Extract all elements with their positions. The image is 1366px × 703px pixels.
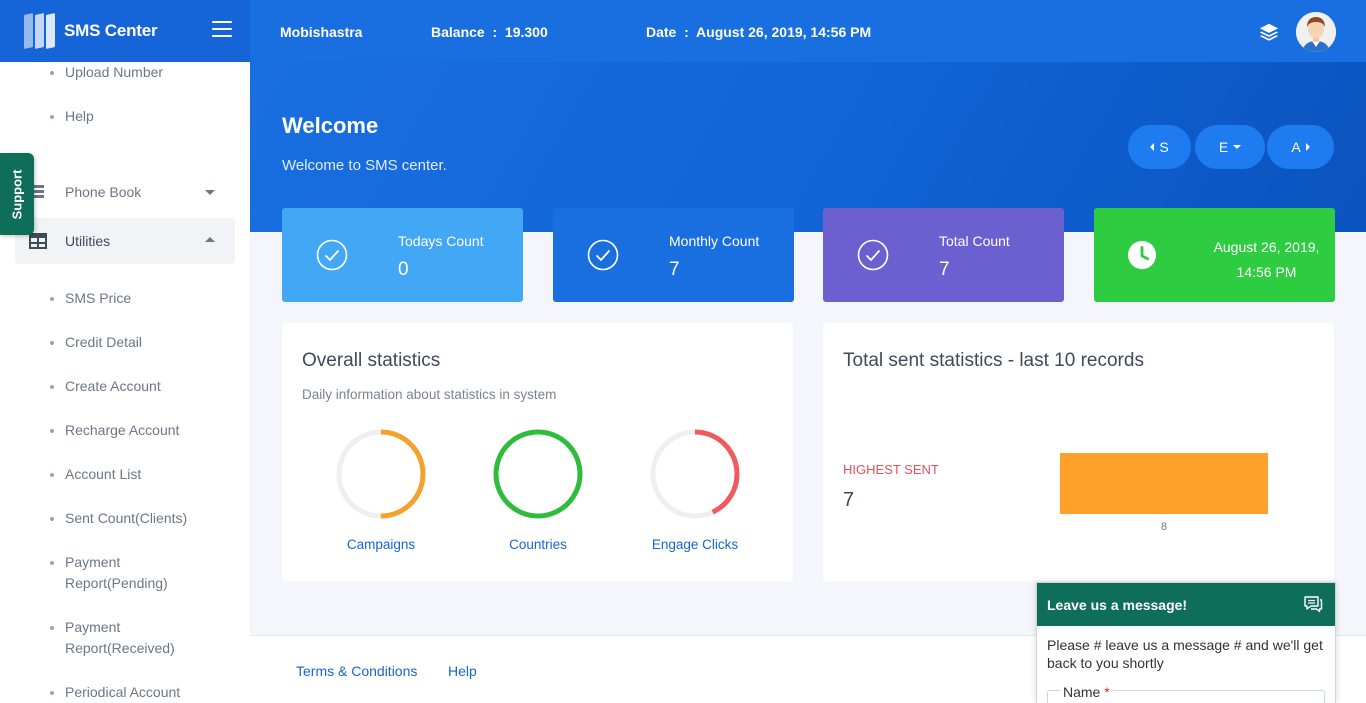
countries-donut — [493, 429, 583, 519]
hamburger-menu-icon[interactable] — [212, 21, 232, 37]
sidebar-item-phone-book[interactable]: Phone Book — [15, 169, 235, 215]
sidebar-item-utilities[interactable]: Utilities — [15, 218, 235, 264]
datetime-card: August 26, 2019, 14:56 PM — [1094, 208, 1335, 302]
support-tab-label: Support — [9, 169, 25, 219]
caret-right-icon — [1305, 143, 1310, 151]
highest-sent-value: 7 — [843, 489, 855, 511]
sidebar-item-recharge-account[interactable]: Recharge Account — [50, 420, 179, 441]
campaigns-label[interactable]: Campaigns — [346, 537, 416, 552]
sidebar-item-upload-number[interactable]: Upload Number — [50, 62, 163, 83]
engage-clicks-label[interactable]: Engage Clicks — [651, 537, 739, 552]
page-title: Welcome — [282, 113, 379, 138]
card-label: Total Count — [939, 233, 1010, 249]
brand-logo-icon — [24, 13, 56, 49]
sidebar-item-label: Utilities — [65, 233, 111, 249]
card-value: 0 — [398, 259, 409, 280]
sent-statistics-panel: Total sent statistics - last 10 records … — [823, 323, 1334, 581]
layers-icon[interactable] — [1258, 21, 1280, 43]
chat-header[interactable]: Leave us a message! — [1037, 583, 1335, 626]
chat-header-title: Leave us a message! — [1047, 596, 1188, 613]
chat-bubble-icon[interactable] — [1303, 595, 1323, 613]
pill-button-e[interactable]: E — [1195, 125, 1265, 169]
chevron-down-icon — [205, 190, 215, 195]
sidebar-item-create-account[interactable]: Create Account — [50, 376, 161, 397]
check-circle-icon — [857, 239, 889, 271]
pill-label: A — [1291, 139, 1301, 155]
panel-title: Overall statistics — [302, 350, 441, 371]
monthly-count-card: Monthly Count 7 — [553, 208, 794, 302]
pill-button-s[interactable]: S — [1128, 125, 1191, 169]
card-label: Monthly Count — [669, 233, 760, 249]
card-value: 7 — [939, 259, 950, 280]
company-name: Mobishastra — [280, 24, 363, 40]
top-bar: SMS Center Mobishastra Balance : 19.300 … — [0, 0, 1366, 62]
date-label: Date : August 26, 2019, 14:56 PM — [646, 24, 872, 40]
chat-message: Please # leave us a message # and we'll … — [1047, 637, 1323, 671]
highest-sent-label: HIGHEST SENT — [843, 462, 939, 477]
caret-down-icon — [1233, 145, 1242, 149]
name-label-text: Name — [1063, 684, 1101, 700]
panel-subtitle: Daily information about statistics in sy… — [302, 387, 557, 402]
countries-label[interactable]: Countries — [509, 537, 567, 552]
check-circle-icon — [587, 239, 619, 271]
sidebar-item-sms-price[interactable]: SMS Price — [50, 288, 131, 309]
sidebar-item-account-list[interactable]: Account List — [50, 464, 141, 485]
overall-statistics-panel: Overall statistics Daily information abo… — [282, 323, 793, 581]
grid-table-icon — [29, 233, 47, 249]
chart-bar — [1060, 453, 1268, 514]
chart-x-tick-label: 8 — [1160, 521, 1168, 533]
campaigns-donut — [336, 429, 426, 519]
chat-widget: Leave us a message! Please # leave us a … — [1036, 582, 1336, 703]
user-avatar-icon — [1296, 12, 1336, 52]
balance-label: Balance : 19.300 — [431, 24, 548, 40]
pill-button-a[interactable]: A — [1267, 125, 1334, 169]
engage-clicks-donut — [650, 429, 740, 519]
footer-help-link[interactable]: Help — [448, 663, 477, 679]
pill-label: E — [1218, 139, 1229, 155]
phone-book-icon — [32, 185, 44, 198]
total-count-card: Total Count 7 — [823, 208, 1064, 302]
todays-count-card: Todays Count 0 — [282, 208, 523, 302]
sidebar-item-label: Phone Book — [65, 184, 142, 200]
terms-conditions-link[interactable]: Terms & Conditions — [296, 663, 418, 679]
card-label: August 26, 2019, 14:56 PM — [1213, 239, 1320, 280]
user-avatar[interactable] — [1296, 12, 1336, 52]
required-mark: * — [1104, 684, 1110, 700]
card-label: Todays Count — [398, 233, 484, 249]
brand-name: SMS Center — [64, 21, 158, 40]
card-value: 7 — [669, 259, 680, 280]
pill-label: S — [1159, 139, 1169, 155]
caret-left-icon — [1150, 143, 1155, 151]
welcome-hero: Welcome Welcome to SMS center. S E A — [250, 62, 1366, 232]
page-subtitle: Welcome to SMS center. — [282, 157, 447, 174]
clock-icon — [1127, 240, 1157, 270]
chat-name-label: Name * — [1060, 684, 1113, 700]
sidebar-item-payment-report-received[interactable]: Payment Report(Received) — [50, 617, 185, 659]
support-tab[interactable]: Support — [0, 153, 34, 235]
chevron-up-icon — [205, 237, 215, 242]
check-circle-icon — [316, 239, 348, 271]
panel-title: Total sent statistics - last 10 records — [843, 350, 1144, 371]
sidebar-item-credit-detail[interactable]: Credit Detail — [50, 332, 142, 353]
sidebar-item-help[interactable]: Help — [50, 106, 94, 127]
sidebar-item-payment-report-pending[interactable]: Payment Report(Pending) — [50, 552, 180, 594]
sidebar-item-sent-count[interactable]: Sent Count(Clients) — [50, 508, 187, 529]
chat-name-field[interactable]: Name * — [1047, 684, 1325, 703]
sidebar-item-periodical-account[interactable]: Periodical Account — [50, 682, 180, 703]
sidebar: Upload Number Help Phone Book Utilities … — [0, 62, 250, 703]
brand: SMS Center — [0, 0, 250, 62]
